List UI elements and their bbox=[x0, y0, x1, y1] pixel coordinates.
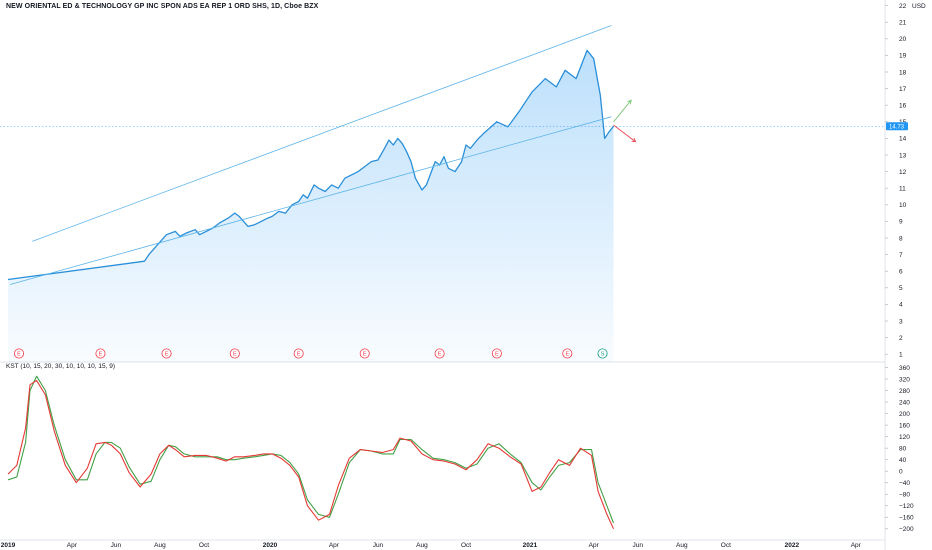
time-axis-label: Oct bbox=[721, 542, 731, 549]
event-marker-label: E bbox=[165, 352, 169, 358]
price-tick-label: 11 bbox=[899, 186, 906, 193]
time-axis-label: 2019 bbox=[1, 542, 16, 549]
earnings-event-marker bbox=[434, 348, 445, 359]
earnings-event-marker bbox=[562, 348, 573, 359]
kst-tick-label: −160 bbox=[899, 515, 914, 522]
price-tick-label: 6 bbox=[899, 269, 903, 276]
price-line bbox=[7, 49, 615, 281]
projection-arrow-up-shaft bbox=[613, 99, 632, 123]
time-axis-label: Aug bbox=[154, 542, 166, 549]
chart-title: NEW ORIENTAL ED & TECHNOLOGY GP INC SPON… bbox=[6, 3, 319, 10]
earnings-event-marker bbox=[161, 348, 172, 359]
kst-tick-label: 120 bbox=[899, 434, 910, 441]
price-tick-label: 9 bbox=[899, 219, 903, 226]
kst-tick-label: 360 bbox=[899, 365, 910, 372]
kst-tick-label: 160 bbox=[899, 422, 910, 429]
kst-tick-label: −40 bbox=[899, 480, 910, 487]
price-tick-label: 3 bbox=[899, 318, 903, 325]
time-axis-label: 2021 bbox=[523, 542, 538, 549]
kst-line bbox=[7, 379, 614, 530]
kst-tick-label: −80 bbox=[899, 492, 910, 499]
kst-tick-label: 40 bbox=[899, 457, 907, 464]
time-axis-label: Aug bbox=[676, 542, 688, 549]
kst-tick-label: 320 bbox=[899, 376, 910, 383]
event-marker-label: E bbox=[17, 352, 21, 358]
price-tick-label: 18 bbox=[899, 69, 907, 76]
price-tick-label: 14 bbox=[899, 136, 907, 143]
channel-upper-line bbox=[32, 25, 612, 242]
time-axis-label: Aug bbox=[416, 542, 428, 549]
earnings-event-marker bbox=[293, 348, 304, 359]
time-axis-label: Jun bbox=[373, 542, 384, 549]
price-tick-label: 1 bbox=[899, 352, 903, 359]
time-axis-label: Apr bbox=[851, 542, 862, 549]
time-axis-label: Jun bbox=[111, 542, 122, 549]
projection-arrow-down-head bbox=[631, 137, 637, 143]
price-tick-label: 20 bbox=[899, 36, 907, 43]
kst-tick-label: 0 bbox=[899, 469, 903, 476]
price-tick-label: 16 bbox=[899, 103, 907, 110]
price-tick-label: 5 bbox=[899, 285, 903, 292]
time-axis-label: Apr bbox=[329, 542, 340, 549]
price-tick-label: 4 bbox=[899, 302, 903, 309]
time-axis-label: 2020 bbox=[263, 542, 278, 549]
kst-tick-label: −200 bbox=[899, 526, 914, 533]
kst-indicator-title: KST (10, 15, 20, 30, 10, 10, 10, 15, 9) bbox=[6, 363, 116, 370]
kst-tick-label: 80 bbox=[899, 445, 907, 452]
price-tick-label: 17 bbox=[899, 86, 907, 93]
price-tick-label: 19 bbox=[899, 53, 907, 60]
time-axis-label: Oct bbox=[461, 542, 471, 549]
price-tick-label: 22 bbox=[899, 3, 907, 10]
kst-tick-label: 240 bbox=[899, 399, 910, 406]
price-tick-label: 8 bbox=[899, 235, 903, 242]
event-marker-label: E bbox=[438, 352, 442, 358]
event-marker-label: E bbox=[297, 352, 301, 358]
event-marker-label: E bbox=[495, 352, 499, 358]
price-tick-label: 7 bbox=[899, 252, 903, 259]
event-marker-label: E bbox=[233, 352, 237, 358]
event-marker-label: E bbox=[565, 352, 569, 358]
earnings-event-marker bbox=[14, 348, 25, 359]
time-axis-label: 2022 bbox=[785, 542, 800, 549]
kst-tick-label: −120 bbox=[899, 503, 914, 510]
split-event-marker bbox=[597, 348, 608, 359]
time-axis-label: Oct bbox=[199, 542, 209, 549]
time-axis-label: Jun bbox=[633, 542, 644, 549]
last-price-tag bbox=[886, 122, 908, 131]
time-axis-label: Apr bbox=[589, 542, 600, 549]
channel-lower-line bbox=[10, 116, 612, 285]
event-marker-label: E bbox=[363, 352, 367, 358]
last-price-tag-text: 14.73 bbox=[889, 124, 905, 130]
time-axis-label: Apr bbox=[67, 542, 78, 549]
earnings-event-marker bbox=[491, 348, 502, 359]
price-tick-label: 10 bbox=[899, 202, 907, 209]
price-tick-label: 12 bbox=[899, 169, 907, 176]
kst-tick-label: 280 bbox=[899, 388, 910, 395]
event-marker-label: S bbox=[601, 352, 605, 358]
projection-arrow-up-head bbox=[627, 99, 632, 105]
earnings-event-marker bbox=[229, 348, 240, 359]
price-tick-label: 21 bbox=[899, 20, 907, 27]
earnings-event-marker bbox=[95, 348, 106, 359]
earnings-event-marker bbox=[359, 348, 370, 359]
price-area bbox=[8, 50, 614, 363]
kst-signal-line bbox=[7, 375, 615, 524]
event-marker-label: E bbox=[99, 352, 103, 358]
kst-tick-label: 200 bbox=[899, 411, 910, 418]
projection-arrow-down-shaft bbox=[613, 124, 636, 143]
price-tick-label: 13 bbox=[899, 152, 907, 159]
price-unit-label: USD bbox=[912, 3, 926, 10]
price-tick-label: 2 bbox=[899, 335, 903, 342]
